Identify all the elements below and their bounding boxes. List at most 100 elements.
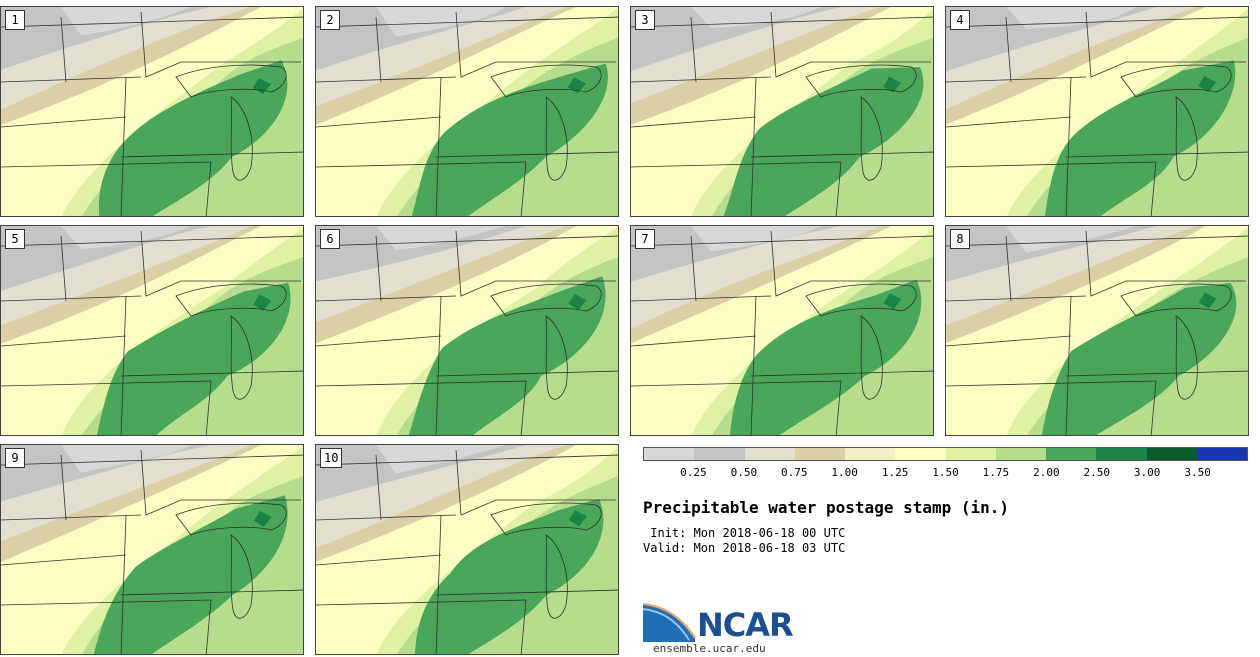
state-boundary: [631, 116, 757, 128]
colorbar-segment: [995, 448, 1046, 460]
pw-contour-region: [631, 226, 841, 282]
state-boundary: [435, 589, 618, 596]
pw-contour-region: [883, 76, 902, 93]
state-boundary: [750, 295, 757, 435]
colorbar-segment: [1046, 448, 1097, 460]
member-number-label: 9: [5, 448, 25, 468]
state-boundary: [631, 16, 933, 28]
state-boundary: [120, 76, 127, 216]
chart-title: Precipitable water postage stamp (in.): [643, 498, 1010, 517]
pw-contour-region: [253, 294, 272, 311]
state-boundary: [316, 599, 527, 606]
state-boundary: [520, 380, 527, 435]
colorbar-segment: [1146, 448, 1197, 460]
state-boundary: [60, 454, 67, 521]
state-boundary: [1005, 235, 1012, 302]
state-boundary: [770, 230, 931, 297]
state-boundary: [455, 449, 616, 516]
state-boundary: [205, 380, 212, 435]
state-boundary: [1085, 230, 1246, 297]
state-boundary: [316, 76, 457, 83]
state-boundary: [631, 335, 757, 347]
pw-contour-region: [1, 7, 211, 71]
pw-contour-region: [729, 279, 922, 435]
state-boundary: [140, 230, 301, 297]
state-boundary: [316, 514, 457, 521]
state-boundary: [175, 502, 287, 536]
state-boundary: [631, 380, 842, 387]
colorbar-tick-label: 0.50: [730, 466, 758, 479]
state-boundary: [455, 11, 616, 78]
state-boundary: [316, 554, 442, 566]
member-panel: 6: [315, 225, 619, 436]
member-number-label: 8: [950, 229, 970, 249]
state-boundary: [490, 502, 602, 536]
precipitable-water-map: [316, 7, 618, 216]
state-boundary: [545, 315, 568, 400]
state-boundary: [140, 11, 301, 78]
pw-contour-region: [946, 226, 1156, 283]
member-panel: 1: [0, 6, 304, 217]
member-number-label: 4: [950, 10, 970, 30]
state-boundary: [1065, 76, 1072, 216]
member-number-label: 10: [320, 448, 343, 468]
colorbar-tick-labels: 0.25 0.50 0.75 1.00 1.25 1.50 1.75 2.00 2.50 3.00…: [643, 466, 1248, 480]
state-boundary: [631, 161, 842, 168]
member-panel: 5: [0, 225, 304, 436]
state-boundary: [1, 335, 127, 347]
state-boundary: [946, 335, 1072, 347]
state-boundary: [375, 454, 382, 521]
state-boundary: [1, 235, 303, 247]
state-boundary: [230, 96, 253, 181]
state-boundary: [1150, 161, 1157, 216]
pw-contour-region: [568, 510, 587, 527]
state-boundary: [435, 151, 618, 158]
state-boundary: [205, 599, 212, 654]
state-boundary: [1065, 151, 1248, 158]
member-number-label: 7: [635, 229, 655, 249]
pw-contour-region: [61, 445, 191, 473]
state-boundary: [1, 454, 303, 466]
pw-contour-region: [691, 226, 821, 252]
state-boundary: [946, 161, 1157, 168]
colorbar-tick-label: 1.75: [982, 466, 1010, 479]
state-boundary: [520, 161, 527, 216]
state-boundary: [230, 534, 253, 619]
state-boundary: [946, 380, 1157, 387]
state-boundary: [946, 16, 1248, 28]
state-boundary: [435, 514, 442, 654]
state-boundary: [316, 161, 527, 168]
member-panel: 3: [630, 6, 934, 217]
ncar-logo-icon: [643, 603, 696, 642]
state-boundary: [1, 380, 212, 387]
member-panel: 4: [945, 6, 1249, 217]
state-boundary: [631, 76, 772, 83]
state-boundary: [1175, 315, 1198, 400]
precipitable-water-map: [631, 226, 933, 435]
state-boundary: [120, 370, 303, 377]
colorbar-segment: [744, 448, 795, 460]
precipitable-water-map: [1, 7, 303, 216]
pw-contour-region: [1041, 282, 1237, 435]
pw-contour-region: [1044, 60, 1236, 216]
colorbar-tick-label: 1.25: [881, 466, 909, 479]
member-number-label: 5: [5, 229, 25, 249]
state-boundary: [60, 235, 67, 302]
pw-contour-region: [567, 77, 586, 94]
precipitable-water-map: [1, 226, 303, 435]
pw-contour-region: [1006, 7, 1136, 29]
state-boundary: [1, 295, 142, 302]
colorbar-tick-label: 2.00: [1033, 466, 1060, 479]
state-boundary: [770, 11, 931, 78]
pw-contour-region: [376, 445, 506, 474]
state-boundary: [690, 235, 697, 302]
member-panel: 9: [0, 444, 304, 655]
state-boundary: [1, 116, 127, 128]
pw-contour-region: [946, 7, 1156, 72]
pw-contour-region: [883, 293, 902, 310]
colorbar-segment: [945, 448, 996, 460]
state-boundary: [1, 554, 127, 566]
state-boundary: [835, 161, 842, 216]
state-boundary: [316, 335, 442, 347]
state-boundary: [316, 16, 618, 28]
